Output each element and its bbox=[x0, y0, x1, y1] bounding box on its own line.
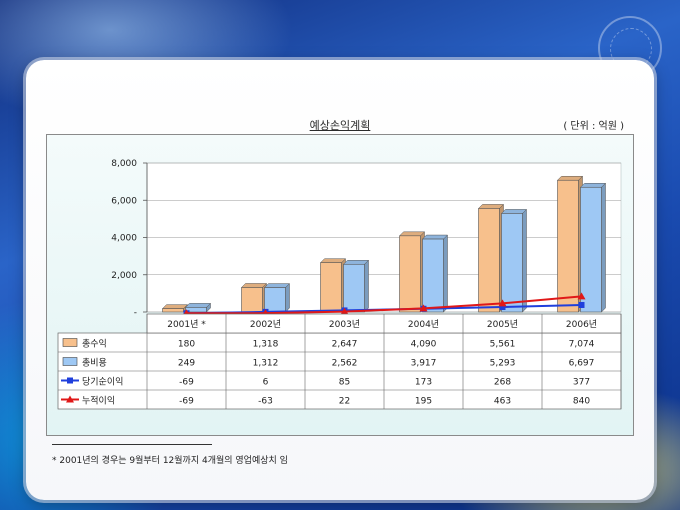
data-label: 4,090 bbox=[411, 340, 437, 350]
data-label: 2,647 bbox=[332, 340, 358, 350]
bar bbox=[343, 263, 365, 313]
bar bbox=[580, 186, 602, 313]
bar bbox=[557, 179, 579, 313]
series-line bbox=[186, 295, 582, 315]
x-tick-label: 2004년 bbox=[408, 319, 439, 330]
data-label: 1,312 bbox=[253, 359, 279, 369]
footnote-divider bbox=[52, 444, 212, 445]
bar bbox=[241, 287, 263, 313]
legend-swatch bbox=[62, 338, 78, 347]
data-label: 840 bbox=[573, 397, 590, 407]
line-marker bbox=[419, 304, 428, 312]
line-marker bbox=[498, 299, 507, 307]
legend-marker bbox=[66, 395, 74, 403]
legend-marker bbox=[67, 377, 73, 384]
bar bbox=[264, 287, 286, 313]
data-label: 2,562 bbox=[332, 359, 358, 369]
bar bbox=[320, 262, 342, 313]
bar-top bbox=[319, 258, 347, 263]
bar bbox=[422, 238, 444, 313]
bar-top bbox=[184, 303, 212, 308]
x-tick-label: 2003년 bbox=[329, 319, 360, 330]
data-label: 5,561 bbox=[490, 340, 516, 350]
line-marker bbox=[577, 292, 586, 300]
data-label: 7,074 bbox=[569, 340, 595, 350]
data-label: 377 bbox=[573, 378, 590, 388]
data-label: 5,293 bbox=[490, 359, 516, 369]
bar bbox=[185, 307, 207, 313]
x-tick-label: 2001년 * bbox=[167, 319, 206, 330]
data-label: 195 bbox=[415, 397, 432, 407]
data-label: 268 bbox=[494, 378, 511, 388]
legend-label: 총수익 bbox=[82, 338, 107, 350]
y-tick-label: 6,000 bbox=[111, 196, 137, 206]
bar-top bbox=[263, 283, 291, 288]
legend-label: 누적이익 bbox=[82, 395, 115, 407]
legend-label: 총비용 bbox=[82, 358, 107, 369]
y-tick-label: 8,000 bbox=[111, 159, 137, 169]
bar-side bbox=[601, 182, 606, 313]
data-label: 85 bbox=[339, 378, 350, 388]
legend-label: 당기순이익 bbox=[82, 376, 123, 388]
y-tick-label: 4,000 bbox=[111, 234, 137, 244]
data-label: 6 bbox=[263, 378, 269, 388]
x-tick-label: 2002년 bbox=[250, 319, 281, 330]
bar-side bbox=[522, 208, 527, 313]
x-tick-label: 2006년 bbox=[566, 319, 597, 330]
data-label: 180 bbox=[178, 340, 195, 350]
bar-top bbox=[398, 231, 426, 237]
line-marker bbox=[499, 304, 506, 311]
bar bbox=[162, 308, 184, 313]
legend-swatch bbox=[62, 357, 78, 366]
bar bbox=[501, 213, 523, 313]
bar-side bbox=[364, 259, 369, 313]
bar-top bbox=[342, 260, 370, 265]
bar-top bbox=[240, 283, 268, 288]
data-label: -69 bbox=[179, 397, 194, 407]
data-label: 173 bbox=[415, 378, 432, 388]
bar-side bbox=[443, 234, 448, 313]
y-tick-label: - bbox=[134, 308, 137, 318]
bar bbox=[399, 235, 421, 313]
data-label: 22 bbox=[339, 397, 350, 407]
x-tick-label: 2005년 bbox=[487, 319, 518, 330]
bar bbox=[478, 208, 500, 313]
bar-top bbox=[500, 209, 528, 214]
data-label: 463 bbox=[494, 397, 511, 407]
line-marker bbox=[340, 307, 349, 315]
chart-title: 예상손익계획 bbox=[309, 119, 371, 132]
y-tick-label: 2,000 bbox=[111, 271, 137, 281]
data-label: 6,697 bbox=[569, 359, 595, 369]
data-label: 249 bbox=[178, 359, 195, 369]
bar-top bbox=[161, 304, 189, 309]
bar-top bbox=[477, 204, 505, 209]
bar-top bbox=[421, 234, 449, 240]
data-label: -63 bbox=[258, 397, 273, 407]
data-label: 3,917 bbox=[411, 359, 437, 369]
bar-top bbox=[556, 175, 584, 181]
unit-label: ( 단위 : 억원 ) bbox=[563, 121, 624, 132]
data-label: 1,318 bbox=[253, 340, 279, 350]
footnote: * 2001년의 경우는 9월부터 12월까지 4개월의 영업예상치 임 bbox=[52, 456, 288, 466]
line-marker bbox=[578, 301, 585, 308]
bar-top bbox=[579, 183, 607, 188]
data-label: -69 bbox=[179, 378, 194, 388]
bar-side bbox=[285, 282, 290, 313]
